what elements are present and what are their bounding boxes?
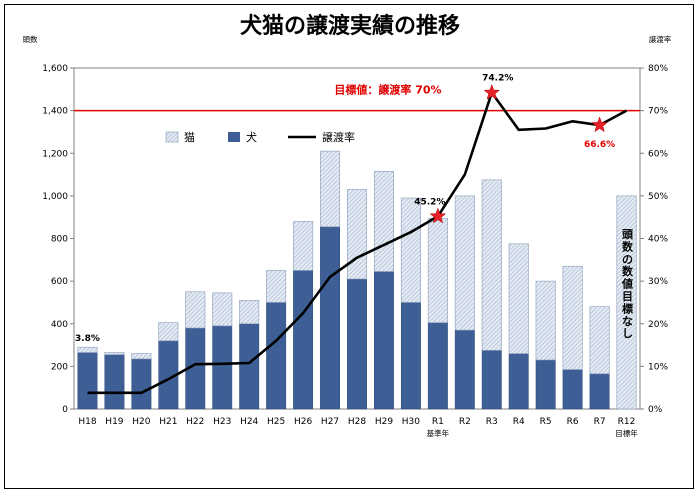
right-tick-label: 80% <box>648 64 668 74</box>
legend-swatch-cat <box>165 131 179 143</box>
bar-cat <box>346 189 368 280</box>
left-tick-label: 800 <box>51 235 68 245</box>
bar-cat <box>266 270 287 303</box>
bar-cat <box>77 346 98 353</box>
category-label: H26 <box>294 417 312 427</box>
bar-cat <box>562 265 583 370</box>
category-label: H30 <box>402 417 420 427</box>
category-label: H23 <box>213 417 231 427</box>
bar-dog <box>535 359 556 410</box>
bar-dog <box>131 358 152 410</box>
bar-cat <box>239 300 260 325</box>
bar-cat <box>481 179 502 351</box>
right-axis-unit: 譲渡率 <box>649 34 672 44</box>
bar-cat <box>104 352 125 355</box>
category-label: R7 <box>594 417 606 427</box>
bar-dog <box>562 369 583 410</box>
bar-cat <box>508 243 529 354</box>
category-label: R4 <box>513 417 525 427</box>
highlight-star <box>591 116 608 133</box>
category-label: H29 <box>375 417 393 427</box>
right-tick-label: 30% <box>648 277 668 287</box>
bar-cat <box>131 353 152 360</box>
bar-dog <box>508 353 529 410</box>
category-label: H27 <box>321 417 339 427</box>
category-sublabel: 基準年 <box>427 428 450 438</box>
bar-dog <box>373 271 394 410</box>
right-tick-label: 0% <box>648 405 663 415</box>
no-target-note: 頭数の数値目標なし <box>621 228 634 340</box>
bar-dog <box>239 323 260 410</box>
right-tick-label: 20% <box>648 320 668 330</box>
category-label: H21 <box>159 417 177 427</box>
bar-cat <box>320 150 341 228</box>
highlight-star <box>483 83 501 100</box>
bar-dog <box>454 329 475 410</box>
rate-annotation: 74.2% <box>482 74 513 84</box>
bar-dog <box>427 322 448 410</box>
chart-title: 犬猫の譲渡実績の推移 <box>239 14 460 39</box>
category-label: H24 <box>240 417 258 427</box>
category-label: R1 <box>432 417 444 427</box>
category-label: H25 <box>267 417 285 427</box>
category-label: H18 <box>78 417 96 427</box>
left-tick-label: 600 <box>51 277 68 287</box>
right-tick-label: 60% <box>648 149 668 159</box>
rate-annotation: 45.2% <box>414 197 445 207</box>
bar-dog <box>481 350 502 410</box>
bar-dog <box>320 226 341 410</box>
left-axis-unit: 頭数 <box>23 34 38 44</box>
bar-dog <box>400 302 421 410</box>
bar-cat <box>293 221 314 271</box>
bar-cat <box>400 197 421 303</box>
rate-annotation: 66.6% <box>584 140 615 150</box>
bar-cat <box>616 195 637 410</box>
bar-dog <box>266 302 287 410</box>
bar-cat <box>427 217 448 323</box>
category-label: R5 <box>540 417 552 427</box>
bar-dog <box>293 270 314 410</box>
category-label: H20 <box>132 417 150 427</box>
bar-dog <box>77 352 98 410</box>
right-tick-label: 70% <box>648 107 668 117</box>
left-tick-label: 1,400 <box>42 107 68 117</box>
category-sublabel: 目標年 <box>615 428 638 438</box>
bar-dog <box>347 278 367 410</box>
bar-cat <box>535 280 556 361</box>
target-line-label: 目標値：譲渡率 70% <box>334 83 441 97</box>
category-label: R12 <box>618 417 636 427</box>
category-label: H28 <box>348 417 366 427</box>
right-tick-label: 40% <box>648 235 668 245</box>
left-tick-label: 200 <box>51 362 68 372</box>
bar-cat <box>454 195 475 331</box>
rate-annotation: 3.8% <box>75 334 100 344</box>
bar-dog <box>212 325 233 410</box>
left-tick-label: 0 <box>62 405 68 415</box>
legend-label-rate: 譲渡率 <box>322 130 355 144</box>
left-tick-label: 400 <box>51 320 68 330</box>
bar-cat <box>373 171 394 272</box>
category-label: H22 <box>186 417 204 427</box>
rate-line <box>87 91 628 395</box>
bar-dog <box>589 373 610 410</box>
category-label: R2 <box>459 417 471 427</box>
category-label: R6 <box>567 417 579 427</box>
left-tick-label: 1,200 <box>42 149 68 159</box>
bar-cat <box>158 322 179 342</box>
right-tick-label: 50% <box>648 192 668 202</box>
right-tick-label: 10% <box>648 362 668 372</box>
legend-label-cat: 猫 <box>184 131 195 144</box>
highlight-star <box>429 207 447 224</box>
bar-cat <box>589 306 610 375</box>
bar-dog <box>104 354 125 410</box>
bar-cat <box>185 291 206 329</box>
category-label: R3 <box>486 417 498 427</box>
category-label: H19 <box>105 417 123 427</box>
legend-swatch-dog <box>228 132 240 142</box>
left-tick-label: 1,000 <box>42 192 68 202</box>
bar-cat <box>212 292 233 327</box>
legend-label-dog: 犬 <box>246 130 257 144</box>
left-tick-label: 1,600 <box>42 64 68 74</box>
